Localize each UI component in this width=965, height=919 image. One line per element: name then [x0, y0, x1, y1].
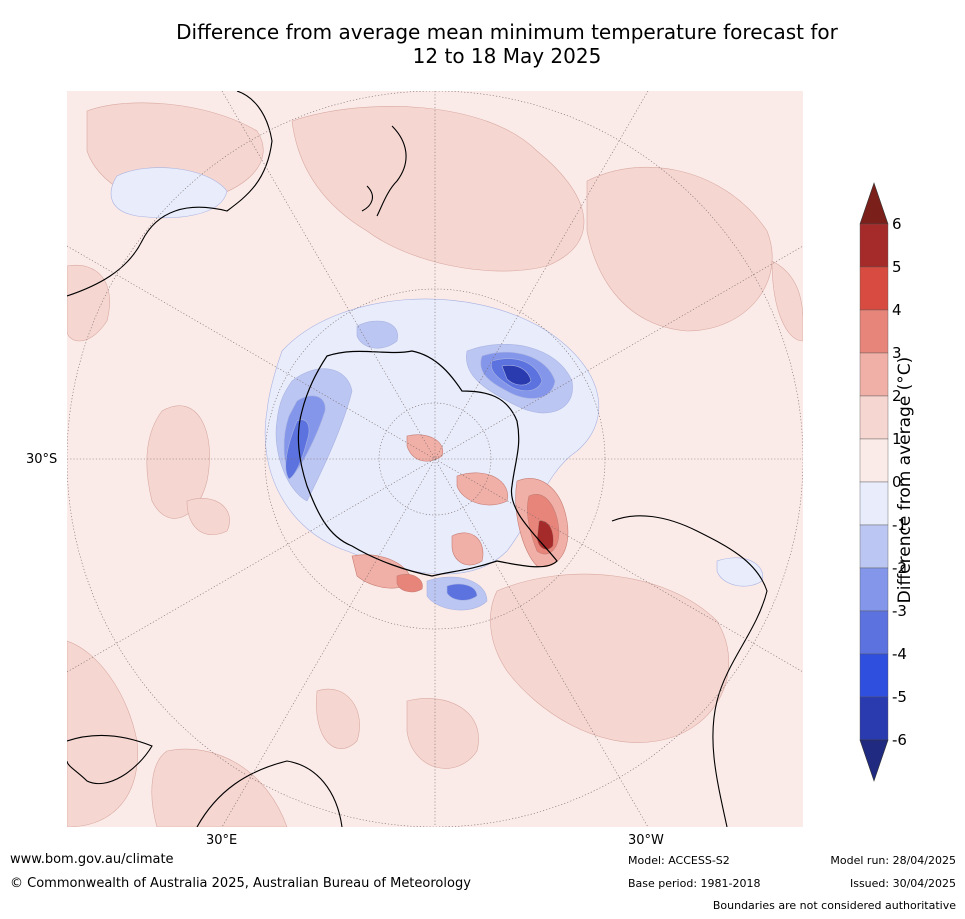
colorbar-band — [859, 481, 889, 526]
title-line-1: Difference from average mean minimum tem… — [176, 20, 838, 44]
colorbar-band — [859, 524, 889, 569]
colorbar-tick-label: 1 — [892, 430, 902, 448]
graticule — [67, 91, 803, 827]
colorbar-extend-bottom — [859, 739, 889, 782]
colorbar-extend-top — [859, 182, 889, 225]
colorbar-band — [859, 223, 889, 268]
colorbar-title-text: Difference from average ( — [895, 383, 915, 604]
colorbar-tick-label: -1 — [892, 516, 907, 534]
coastlines — [67, 91, 768, 827]
lat-label-30s: 30°S — [26, 452, 58, 467]
colorbar-band — [859, 696, 889, 741]
anomaly-warm-light — [67, 102, 803, 827]
colorbar: 6 5 4 3 2 1 0 -1 -2 -3 -4 -5 -6 — [859, 182, 907, 782]
colorbar-band — [859, 567, 889, 612]
colorbar-band — [859, 395, 889, 440]
title-line-2: 12 to 18 May 2025 — [412, 44, 602, 68]
colorbar-tick-label: 0 — [892, 473, 902, 491]
forecast-map — [67, 91, 803, 827]
map-title: Difference from average mean minimum tem… — [67, 20, 947, 68]
copyright-text: © Commonwealth of Australia 2025, Austra… — [10, 876, 471, 891]
lon-label-30e: 30°E — [206, 833, 238, 848]
model-name: Model: ACCESS-S2 — [628, 854, 730, 867]
colorbar-band — [859, 438, 889, 483]
colorbar-band — [859, 653, 889, 698]
anomaly-cool — [110, 167, 764, 611]
website-link[interactable]: www.bom.gov.au/climate — [10, 852, 174, 867]
antarctica-coast — [297, 350, 558, 577]
colorbar-band — [859, 309, 889, 354]
lon-label-30w: 30°W — [628, 833, 664, 848]
disclaimer: Boundaries are not considered authoritat… — [712, 899, 956, 912]
colorbar-tick-label: 5 — [892, 258, 902, 276]
colorbar-tick-label: -5 — [892, 688, 907, 706]
colorbar-tick-label: -6 — [892, 731, 907, 749]
colorbar-tick-label: -2 — [892, 559, 907, 577]
anomaly-warm-strong — [351, 434, 569, 593]
colorbar-band — [859, 610, 889, 655]
colorbar-tick-label: 3 — [892, 344, 902, 362]
colorbar-band — [859, 266, 889, 311]
colorbar-title-unit: °C) — [895, 356, 915, 384]
base-period: Base period: 1981-2018 — [628, 877, 761, 890]
colorbar-tick-label: -3 — [892, 602, 907, 620]
colorbar-tick-label: -4 — [892, 645, 907, 663]
colorbar-title: Difference from average (°C) — [895, 357, 915, 604]
issued-date: Issued: 30/04/2025 — [849, 877, 956, 890]
model-run-date: Model run: 28/04/2025 — [830, 854, 956, 867]
colorbar-band — [859, 352, 889, 397]
colorbar-tick-label: 2 — [892, 387, 902, 405]
colorbar-tick-label: 4 — [892, 301, 902, 319]
colorbar-tick-label: 6 — [892, 215, 902, 233]
map-canvas — [67, 91, 803, 827]
